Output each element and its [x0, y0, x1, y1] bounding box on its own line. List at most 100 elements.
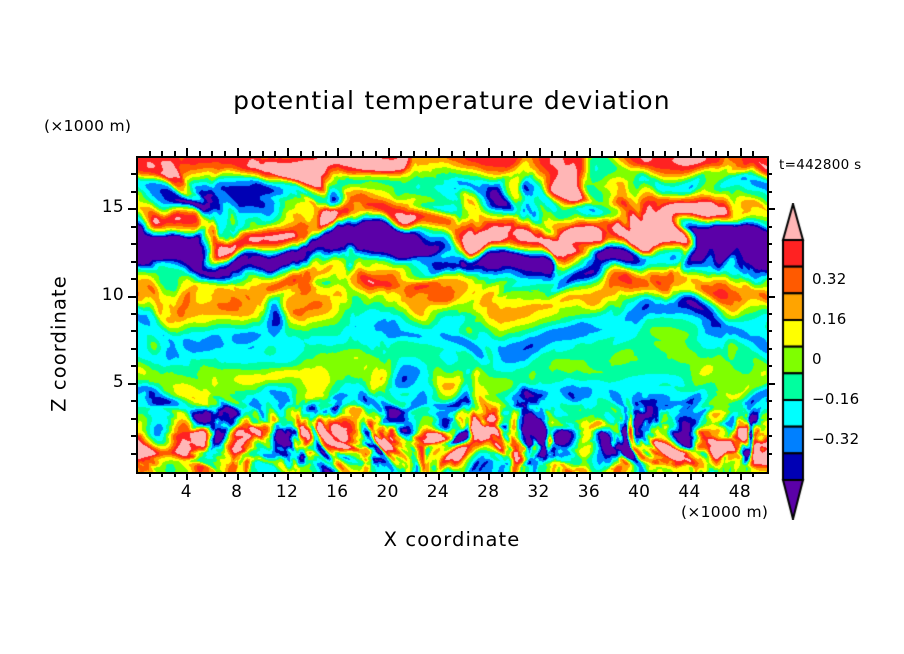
y-tick-label: 5 — [112, 371, 124, 392]
tick-mark — [601, 472, 603, 477]
tick-mark — [199, 151, 201, 156]
tick-mark — [249, 151, 251, 156]
tick-mark — [425, 151, 427, 156]
tick-mark — [300, 151, 302, 156]
x-tick-label: 20 — [376, 482, 399, 502]
tick-mark — [451, 151, 453, 156]
tick-mark — [199, 472, 201, 477]
x-tick-label: 12 — [275, 482, 299, 502]
tick-mark — [702, 151, 704, 156]
tick-mark — [287, 472, 289, 480]
tick-mark — [375, 472, 377, 477]
tick-mark — [476, 472, 478, 477]
tick-mark — [131, 173, 136, 175]
tick-mark — [350, 151, 352, 156]
tick-mark — [274, 151, 276, 156]
tick-mark — [690, 148, 692, 156]
tick-mark — [131, 313, 136, 315]
tick-mark — [652, 472, 654, 477]
tick-mark — [287, 148, 289, 156]
tick-mark — [350, 472, 352, 477]
tick-mark — [131, 261, 136, 263]
tick-mark — [400, 472, 402, 477]
tick-mark — [149, 472, 151, 477]
tick-mark — [224, 472, 226, 477]
tick-mark — [463, 472, 465, 477]
tick-mark — [767, 296, 775, 298]
tick-mark — [488, 148, 490, 156]
tick-mark — [715, 472, 717, 477]
x-tick-label: 28 — [477, 482, 500, 502]
tick-mark — [149, 151, 151, 156]
tick-mark — [161, 472, 163, 477]
tick-mark — [388, 148, 390, 156]
tick-mark — [131, 278, 136, 280]
x-tick-label: 4 — [180, 482, 192, 502]
tick-mark — [451, 472, 453, 477]
tick-mark — [501, 151, 503, 156]
tick-mark — [211, 472, 213, 477]
tick-mark — [767, 261, 772, 263]
contour-field — [138, 158, 767, 472]
tick-mark — [767, 208, 775, 210]
tick-mark — [300, 472, 302, 477]
x-axis-label: X coordinate — [383, 528, 521, 551]
tick-mark — [513, 472, 515, 477]
tick-mark — [564, 151, 566, 156]
tick-mark — [211, 151, 213, 156]
x-tick-label: 16 — [326, 482, 349, 502]
tick-mark — [652, 151, 654, 156]
tick-mark — [438, 148, 440, 156]
tick-mark — [767, 243, 772, 245]
tick-mark — [639, 472, 641, 480]
x-tick-label: 44 — [678, 482, 701, 502]
tick-mark — [767, 226, 772, 228]
tick-mark — [325, 151, 327, 156]
tick-mark — [539, 472, 541, 480]
tick-mark — [131, 453, 136, 455]
tick-mark — [727, 472, 729, 477]
tick-mark — [539, 148, 541, 156]
tick-mark — [413, 151, 415, 156]
contour-plot-area — [136, 156, 769, 474]
tick-mark — [767, 400, 772, 402]
tick-mark — [128, 383, 136, 385]
tick-mark — [767, 348, 772, 350]
tick-mark — [767, 191, 772, 193]
tick-mark — [463, 151, 465, 156]
colorbar-tick-label: 0.16 — [812, 310, 847, 328]
tick-mark — [375, 151, 377, 156]
tick-mark — [249, 472, 251, 477]
tick-mark — [551, 151, 553, 156]
tick-mark — [664, 151, 666, 156]
tick-mark — [639, 148, 641, 156]
tick-mark — [237, 148, 239, 156]
colorbar-tick-label: −0.16 — [812, 390, 860, 408]
x-axis-unit-label: (×1000 m) — [681, 503, 769, 521]
tick-mark — [131, 330, 136, 332]
tick-mark — [740, 472, 742, 480]
tick-mark — [413, 472, 415, 477]
tick-mark — [767, 173, 772, 175]
tick-mark — [312, 151, 314, 156]
tick-mark — [715, 151, 717, 156]
tick-mark — [425, 472, 427, 477]
tick-mark — [677, 151, 679, 156]
tick-mark — [767, 435, 772, 437]
tick-mark — [400, 151, 402, 156]
tick-mark — [438, 472, 440, 480]
tick-mark — [237, 472, 239, 480]
tick-mark — [186, 148, 188, 156]
tick-mark — [601, 151, 603, 156]
tick-mark — [262, 472, 264, 477]
tick-mark — [131, 191, 136, 193]
x-tick-label: 48 — [728, 482, 751, 502]
colorbar-tick-label: −0.32 — [812, 430, 860, 448]
tick-mark — [131, 226, 136, 228]
tick-mark — [488, 472, 490, 480]
tick-mark — [131, 435, 136, 437]
tick-mark — [767, 383, 775, 385]
timestamp-annotation: t=442800 s — [779, 157, 862, 173]
tick-mark — [131, 365, 136, 367]
